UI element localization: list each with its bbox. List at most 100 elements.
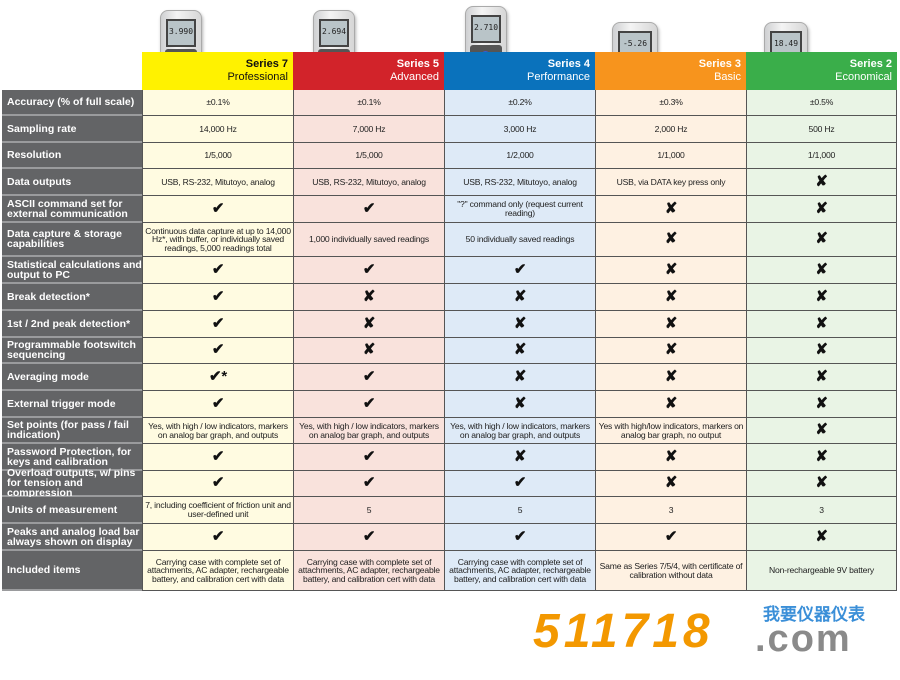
check-icon: ✔ — [444, 257, 595, 284]
cross-icon: ✘ — [746, 338, 897, 364]
row-label: Data outputs — [2, 169, 142, 196]
cross-icon: ✘ — [595, 364, 746, 391]
check-icon: ✔ — [595, 524, 746, 551]
table-row: ASCII command set for external communica… — [2, 196, 898, 223]
series-tier: Economical — [835, 71, 892, 83]
check-icon: ✔ — [142, 338, 293, 364]
table-row: Set points (for pass / fail indication) Y… — [2, 418, 898, 444]
cross-icon: ✘ — [444, 364, 595, 391]
cross-icon: ✘ — [293, 338, 444, 364]
cell-value: ±0.3% — [595, 90, 746, 116]
cell-value: "?" command only (request current readin… — [444, 196, 595, 223]
cell-value: 1,000 individually saved readings — [293, 223, 444, 257]
check-icon: ✔ — [142, 196, 293, 223]
watermark-domain: .com — [755, 618, 852, 660]
cell-value: Yes, with high / low indicators, markers… — [293, 418, 444, 444]
cross-icon: ✘ — [444, 311, 595, 338]
cell-value: 3,000 Hz — [444, 116, 595, 143]
cell-value: Non-rechargeable 9V battery — [746, 551, 897, 591]
check-icon: ✔ — [142, 391, 293, 418]
series-name: Series 3 — [698, 58, 741, 70]
cell-value: 1/5,000 — [142, 143, 293, 169]
row-label: Statistical calculations and output to P… — [2, 257, 142, 284]
row-label: Programmable footswitch sequencing — [2, 338, 142, 364]
cross-icon: ✘ — [746, 444, 897, 471]
cell-value: Carrying case with complete set of attac… — [444, 551, 595, 591]
cell-value: Continuous data capture at up to 14,000 … — [142, 223, 293, 257]
series-tier: Professional — [227, 71, 288, 83]
cross-icon: ✘ — [746, 471, 897, 497]
cross-icon: ✘ — [746, 311, 897, 338]
cell-value: ±0.2% — [444, 90, 595, 116]
row-label: Accuracy (% of full scale) — [2, 90, 142, 116]
cross-icon: ✘ — [746, 257, 897, 284]
row-label: Overload outputs, w/ pins for tension an… — [2, 468, 142, 498]
check-icon: ✔ — [293, 196, 444, 223]
cross-icon: ✘ — [595, 391, 746, 418]
row-label: Sampling rate — [2, 116, 142, 143]
cell-value: Carrying case with complete set of attac… — [142, 551, 293, 591]
check-icon: ✔ — [293, 257, 444, 284]
cross-icon: ✘ — [595, 338, 746, 364]
cell-value: Yes, with high / low indicators, markers… — [444, 418, 595, 444]
cell-value: Carrying case with complete set of attac… — [293, 551, 444, 591]
check-icon: ✔ — [444, 471, 595, 497]
column-header-series-7: Series 7 Professional — [142, 52, 293, 90]
cross-icon: ✘ — [746, 284, 897, 311]
cell-value: USB, via DATA key press only — [595, 169, 746, 196]
gauge-display: 2.710 — [471, 15, 501, 43]
row-label: Break detection* — [2, 284, 142, 311]
cell-value: USB, RS-232, Mitutoyo, analog — [444, 169, 595, 196]
check-icon: ✔ — [142, 471, 293, 497]
cross-icon: ✘ — [444, 284, 595, 311]
row-label: Resolution — [2, 143, 142, 169]
table-row: Break detection* ✔ ✘ ✘ ✘ ✘ — [2, 284, 898, 311]
cross-icon: ✘ — [595, 311, 746, 338]
table-row: 1st / 2nd peak detection* ✔ ✘ ✘ ✘ ✘ — [2, 311, 898, 338]
cell-value: 1/1,000 — [746, 143, 897, 169]
gauge-display: 2.694 — [319, 19, 349, 47]
check-icon: ✔ — [293, 524, 444, 551]
cross-icon: ✘ — [746, 169, 897, 196]
cross-icon: ✘ — [746, 391, 897, 418]
cell-value: Yes, with high / low indicators, markers… — [142, 418, 293, 444]
cell-value: 1/2,000 — [444, 143, 595, 169]
cell-value: ±0.1% — [293, 90, 444, 116]
table-row: Sampling rate 14,000 Hz 7,000 Hz 3,000 Hz 2,… — [2, 116, 898, 143]
table-row: Data capture & storage capabilities Conti… — [2, 223, 898, 257]
cell-value: 5 — [293, 497, 444, 524]
cell-value: 2,000 Hz — [595, 116, 746, 143]
cross-icon: ✘ — [595, 257, 746, 284]
row-label: Units of measurement — [2, 497, 142, 524]
check-icon: ✔ — [142, 444, 293, 471]
table-row: Data outputs USB, RS-232, Mitutoyo, analo… — [2, 169, 898, 196]
cross-icon: ✘ — [595, 223, 746, 257]
gauge-display: 3.990 — [166, 19, 196, 47]
check-icon: ✔ — [293, 391, 444, 418]
check-icon: ✔ — [293, 471, 444, 497]
row-label: 1st / 2nd peak detection* — [2, 311, 142, 338]
watermark-chinese: 我要仪器仪表 — [763, 605, 865, 624]
table-row: Averaging mode ✔* ✔ ✘ ✘ ✘ — [2, 364, 898, 391]
column-header-series-5: Series 5 Advanced — [293, 52, 444, 90]
column-header-series-2: Series 2 Economical — [746, 52, 897, 90]
cell-value: 1/1,000 — [595, 143, 746, 169]
row-label: Averaging mode — [2, 364, 142, 391]
cross-icon: ✘ — [293, 284, 444, 311]
cross-icon: ✘ — [595, 196, 746, 223]
column-header-series-4: Series 4 Performance — [444, 52, 595, 90]
row-label: Included items — [2, 551, 142, 591]
series-tier: Basic — [714, 71, 741, 83]
cross-icon: ✘ — [595, 444, 746, 471]
cross-icon: ✘ — [444, 391, 595, 418]
cell-value: ±0.5% — [746, 90, 897, 116]
cross-icon: ✘ — [746, 418, 897, 444]
cell-value: 3 — [595, 497, 746, 524]
table-row: Peaks and analog load bar always shown o… — [2, 524, 898, 551]
check-icon: ✔ — [293, 444, 444, 471]
cross-icon: ✘ — [595, 471, 746, 497]
cell-value: 14,000 Hz — [142, 116, 293, 143]
cell-value: USB, RS-232, Mitutoyo, analog — [142, 169, 293, 196]
table-row: Overload outputs, w/ pins for tension an… — [2, 468, 898, 498]
row-label: Password Protection, for keys and calibr… — [2, 444, 142, 471]
